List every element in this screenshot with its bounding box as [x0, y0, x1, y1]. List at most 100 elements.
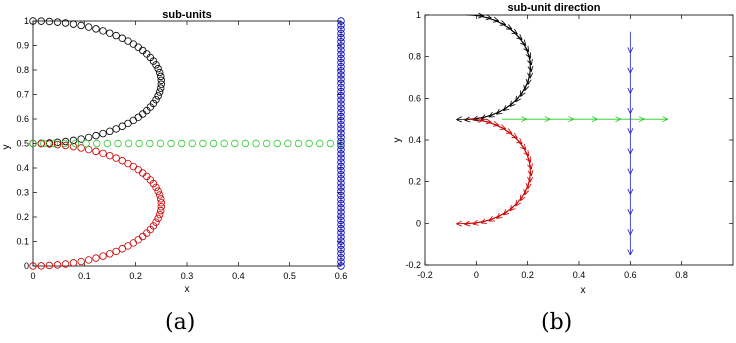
scatter-point — [143, 106, 151, 115]
scatter-point — [337, 21, 345, 29]
scatter-point — [337, 187, 345, 195]
scatter-point — [337, 75, 345, 83]
quiver-arrow — [619, 116, 645, 123]
scatter-point — [92, 254, 100, 262]
scatter-point — [134, 236, 142, 244]
scatter-point — [337, 17, 345, 25]
x-tick-label: 0.2 — [129, 271, 142, 281]
x-tick-label: 0.4 — [232, 271, 245, 281]
x-tick-label: -0.2 — [417, 270, 433, 280]
scatter-point — [152, 95, 160, 104]
scatter-point — [50, 139, 58, 148]
x-tick-label: 0.1 — [78, 271, 91, 281]
scatter-point — [337, 50, 345, 58]
scatter-point — [157, 80, 165, 88]
scatter-point — [118, 122, 126, 130]
x-tick-label: 0.3 — [181, 271, 194, 281]
y-tick-label: 0.4 — [408, 135, 421, 145]
scatter-point — [326, 139, 335, 148]
scatter-point — [337, 116, 345, 125]
scatter-point — [84, 145, 93, 154]
x-axis-label: x — [185, 284, 190, 295]
plot-area — [32, 20, 342, 267]
scatter-point — [157, 76, 165, 84]
quiver-arrow — [627, 72, 634, 94]
scatter-point — [139, 46, 147, 55]
caption-b: (b) — [541, 310, 573, 335]
quiver-arrow — [627, 51, 634, 74]
scatter-point — [29, 139, 37, 148]
scatter-point — [152, 218, 160, 226]
scatter-point — [167, 139, 175, 148]
y-tick-label: 0.6 — [16, 114, 29, 124]
y-tick-label: 0.6 — [408, 93, 421, 103]
scatter-point — [337, 33, 345, 42]
scatter-point — [61, 19, 70, 27]
scatter-point — [29, 262, 37, 270]
quiver-arrow — [627, 31, 634, 54]
scatter-point — [106, 29, 114, 37]
scatter-point — [149, 179, 158, 188]
scatter-point — [139, 232, 147, 241]
scatter-point — [337, 245, 345, 254]
scatter-point — [337, 83, 345, 92]
scatter-point — [337, 195, 345, 204]
scatter-point — [337, 92, 345, 100]
scatter-point — [143, 229, 151, 237]
scatter-point — [337, 183, 345, 191]
scatter-point — [337, 121, 345, 129]
scatter-point — [99, 149, 107, 158]
scatter-point — [152, 183, 160, 192]
scatter-point — [129, 40, 138, 48]
scatter-point — [118, 157, 126, 165]
scatter-point — [337, 175, 345, 183]
plot-area — [424, 14, 734, 266]
scatter-point — [92, 25, 100, 33]
scatter-point — [337, 104, 345, 112]
scatter-point — [106, 250, 114, 258]
scatter-point — [157, 84, 165, 92]
panel-a: sub-units 0 0.1 0.2 0.3 0.4 0.5 0.6 0 0.1 0.2 0.3 0… — [1, 9, 347, 335]
quiver-arrow — [456, 220, 475, 227]
chart-sub-unit-direction: sub-unit direction -0.2 0 0.2 0.4 0.6 0.8 -0.2… — [392, 2, 734, 296]
scatter-point — [45, 140, 54, 148]
scatter-point — [135, 139, 143, 148]
scatter-point — [152, 61, 160, 69]
scatter-point — [337, 137, 345, 146]
scatter-point — [273, 139, 281, 148]
y-tick-label: 0.2 — [408, 177, 421, 187]
scatter-point — [252, 139, 260, 148]
scatter-point — [337, 112, 345, 121]
chart-sub-units: sub-units 0 0.1 0.2 0.3 0.4 0.5 0.6 0 0.1 0.2 0.3 0… — [1, 9, 347, 295]
scatter-point — [92, 147, 100, 156]
scatter-point — [53, 140, 62, 149]
scatter-point — [155, 191, 164, 199]
scatter-point — [337, 87, 345, 96]
scatter-point — [337, 29, 345, 38]
scatter-point — [337, 96, 345, 104]
scatter-point — [337, 249, 345, 258]
scatter-point — [124, 119, 132, 128]
quiver-arrow — [627, 233, 634, 256]
scatter-point — [154, 187, 162, 195]
scatter-point — [77, 21, 85, 30]
y-tick-label: 0 — [24, 261, 29, 271]
scatter-point — [337, 67, 345, 75]
scatter-point — [337, 129, 345, 137]
scatter-point — [139, 110, 147, 118]
scatter-point — [106, 127, 114, 136]
scatter-point — [155, 68, 164, 77]
scatter-point — [337, 79, 345, 87]
scatter-point — [154, 92, 162, 100]
scatter-point — [337, 241, 345, 249]
scatter-point — [337, 229, 345, 237]
scatter-point — [337, 46, 345, 54]
scatter-point — [29, 17, 37, 25]
y-tick-label: 0.9 — [16, 41, 29, 51]
scatter-point — [337, 220, 345, 229]
x-axis-label: x — [581, 285, 586, 296]
x-tick-label: 0 — [474, 270, 479, 280]
scatter-point — [177, 139, 186, 148]
scatter-point — [129, 162, 138, 171]
scatter-point — [134, 113, 142, 121]
